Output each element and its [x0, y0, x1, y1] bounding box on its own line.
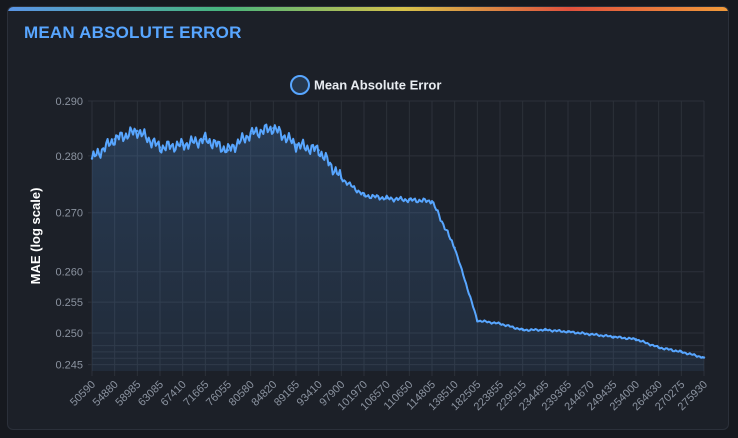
y-tick-label: 0.260 — [55, 267, 83, 279]
mae-data-point[interactable] — [634, 338, 638, 341]
mae-data-point[interactable] — [113, 137, 116, 141]
mae-data-point[interactable] — [521, 328, 524, 332]
mae-data-point[interactable] — [612, 335, 615, 338]
mae-data-point[interactable] — [340, 177, 343, 180]
mae-data-point[interactable] — [589, 333, 592, 336]
mae-data-point[interactable] — [90, 157, 94, 160]
mae-data-point[interactable] — [158, 146, 162, 149]
mae-data-point[interactable] — [702, 356, 706, 359]
mae-area-fill — [92, 124, 704, 371]
legend-label: Mean Absolute Error — [314, 78, 441, 93]
mae-data-point[interactable] — [249, 132, 252, 135]
mae-data-point[interactable] — [657, 346, 660, 349]
mae-data-point[interactable] — [181, 143, 184, 146]
mae-data-point[interactable] — [362, 194, 366, 197]
mae-data-point[interactable] — [204, 137, 207, 141]
y-tick-label: 0.280 — [55, 151, 83, 163]
y-tick-label: 0.290 — [55, 96, 83, 108]
mae-data-point[interactable] — [272, 126, 275, 130]
mae-data-point[interactable] — [226, 149, 230, 152]
y-tick-label: 0.255 — [55, 297, 83, 309]
mae-data-point[interactable] — [317, 149, 320, 152]
mae-data-point[interactable] — [476, 319, 479, 322]
mae-data-point[interactable] — [680, 350, 683, 354]
panel-title: MEAN ABSOLUTE ERROR — [24, 23, 242, 42]
y-tick-label: 0.270 — [55, 208, 83, 220]
mae-panel: MEAN ABSOLUTE ERROR 0.245 0.250 0.255 0.260… — [7, 6, 729, 430]
y-tick-label: 0.250 — [55, 328, 83, 340]
mae-data-point[interactable] — [544, 328, 547, 332]
chart-legend[interactable]: Mean Absolute Error — [290, 75, 441, 95]
mae-data-point[interactable] — [136, 129, 139, 133]
legend-swatch — [290, 75, 310, 95]
mae-data-point[interactable] — [566, 330, 570, 333]
mae-data-point[interactable] — [453, 246, 456, 250]
mae-data-point[interactable] — [294, 143, 298, 146]
mae-data-point[interactable] — [385, 197, 388, 200]
y-axis-label: MAE (log scale) — [28, 188, 43, 285]
mae-data-point[interactable] — [498, 322, 502, 325]
mae-data-point[interactable] — [430, 199, 434, 203]
mae-data-point[interactable] — [408, 198, 411, 202]
y-tick-label: 0.245 — [55, 360, 83, 372]
mae-series-line[interactable] — [91, 123, 705, 359]
accent-bar — [8, 7, 728, 11]
